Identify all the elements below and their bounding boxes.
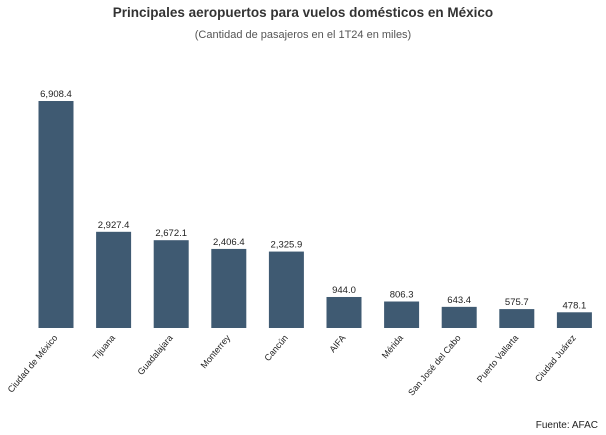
value-label: 944.0 xyxy=(332,285,356,296)
value-label: 2,406.4 xyxy=(213,237,245,248)
value-label: 2,927.4 xyxy=(98,220,130,231)
bar xyxy=(441,306,477,328)
bar xyxy=(499,309,535,328)
value-label: 2,325.9 xyxy=(271,240,303,251)
source-note: Fuente: AFAC xyxy=(535,420,598,431)
category-label: Guadalajara xyxy=(136,333,175,377)
category-label: Ciudad Juárez xyxy=(533,332,578,383)
category-label: Ciudad de México xyxy=(6,333,60,395)
bar xyxy=(96,231,132,328)
value-label: 6,908.4 xyxy=(40,89,72,100)
category-label: Cancún xyxy=(262,333,290,363)
category-label: Monterrey xyxy=(199,332,233,370)
category-label: Tijuana xyxy=(91,333,117,362)
bar xyxy=(268,251,304,328)
bar xyxy=(153,240,189,328)
bar xyxy=(556,312,592,328)
chart-title: Principales aeropuertos para vuelos domé… xyxy=(112,5,494,20)
value-label: 478.1 xyxy=(563,300,587,311)
bar xyxy=(326,296,362,328)
chart-subtitle: (Cantidad de pasajeros en el 1T24 en mil… xyxy=(194,29,412,41)
category-label: AIFA xyxy=(327,333,347,354)
category-label: Mérida xyxy=(380,333,405,361)
category-label: San José del Cabo xyxy=(406,333,463,398)
bar xyxy=(211,248,247,328)
bar xyxy=(38,101,74,328)
value-label: 643.4 xyxy=(447,295,471,306)
value-label: 806.3 xyxy=(390,290,414,301)
value-label: 575.7 xyxy=(505,297,529,308)
bar xyxy=(384,301,420,328)
value-label: 2,672.1 xyxy=(155,228,187,239)
category-label: Puerto Vallarta xyxy=(475,333,521,385)
